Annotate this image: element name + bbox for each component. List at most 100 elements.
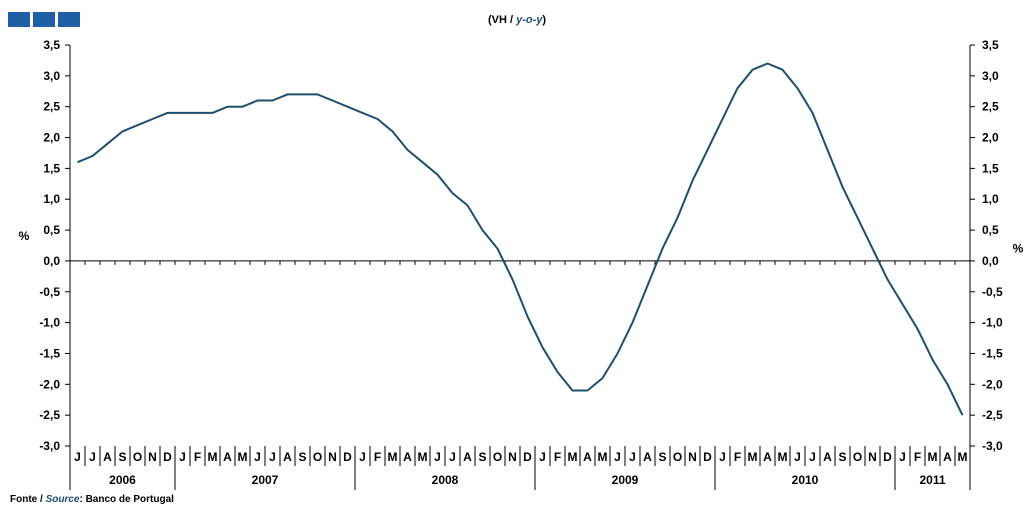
unit-en: y-o-y [516,14,543,26]
y-tick-label-left: -1,5 [39,346,60,360]
y-tick-label-left: -2,5 [39,408,60,422]
month-label: D [343,450,352,464]
y-tick-label-right: 3,0 [982,69,999,83]
month-label: S [838,450,846,464]
month-label: S [298,450,306,464]
month-label: O [493,450,502,464]
month-label: A [583,450,592,464]
month-label: J [434,450,441,464]
month-label: F [194,450,201,464]
y-tick-label-right: 0,5 [982,223,999,237]
y-tick-label-right: 0,0 [982,254,999,268]
y-tick-label-left: 2,5 [43,100,60,114]
y-axis-label-left: % [19,229,30,243]
month-label: A [403,450,412,464]
y-tick-label-left: -3,0 [39,439,60,453]
source-rest: : Banco de Portugal [79,494,174,505]
month-label: J [614,450,621,464]
month-label: A [643,450,652,464]
month-label: N [148,450,157,464]
month-label: J [809,450,816,464]
source-note: Fonte / Source: Banco de Portugal [10,494,174,505]
y-tick-label-right: -0,5 [982,285,1003,299]
month-label: J [74,450,81,464]
month-label: F [554,450,561,464]
y-tick-label-right: 1,5 [982,161,999,175]
year-label: 2010 [792,473,819,487]
month-label: A [223,450,232,464]
y-tick-label-left: -2,0 [39,377,60,391]
month-label: M [598,450,608,464]
month-label: M [418,450,428,464]
month-label: S [658,450,666,464]
month-label: J [629,450,636,464]
y-tick-label-right: -2,5 [982,408,1003,422]
month-label: A [943,450,952,464]
month-label: N [868,450,877,464]
source-prefix: Fonte / [10,494,46,505]
unit-prefix: (VH / [488,14,517,26]
year-label: 2008 [432,473,459,487]
y-tick-label-left: 1,5 [43,161,60,175]
y-tick-label-right: -1,5 [982,346,1003,360]
year-label: 2007 [252,473,279,487]
month-label: N [328,450,337,464]
month-label: A [103,450,112,464]
y-tick-label-right: 3,5 [982,38,999,52]
brand-square [8,12,30,27]
series-line [77,62,964,416]
y-tick-label-right: -1,0 [982,316,1003,330]
month-label: D [703,450,712,464]
y-tick-label-left: -1,0 [39,316,60,330]
month-label: J [269,450,276,464]
y-tick-label-right: 1,0 [982,192,999,206]
month-label: N [508,450,517,464]
month-label: M [928,450,938,464]
y-tick-label-right: 2,0 [982,131,999,145]
brand-squares [8,12,80,27]
month-label: M [388,450,398,464]
month-label: F [914,450,921,464]
month-label: O [133,450,142,464]
y-tick-label-left: 2,0 [43,131,60,145]
month-label: M [238,450,248,464]
y-tick-label-left: 0,5 [43,223,60,237]
y-tick-label-left: 0,0 [43,254,60,268]
month-label: S [478,450,486,464]
month-label: J [359,450,366,464]
month-label: J [89,450,96,464]
month-label: J [449,450,456,464]
y-tick-label-left: 1,0 [43,192,60,206]
month-label: M [778,450,788,464]
month-label: J [254,450,261,464]
y-tick-label-right: -3,0 [982,439,1003,453]
month-label: A [763,450,772,464]
month-label: N [688,450,697,464]
y-axis-label-right: % [1013,242,1024,256]
month-label: M [958,450,968,464]
month-label: J [539,450,546,464]
month-label: J [719,450,726,464]
month-label: J [179,450,186,464]
month-label: O [313,450,322,464]
month-label: J [899,450,906,464]
month-label: O [673,450,682,464]
source-en: Source [45,494,80,505]
month-label: A [823,450,832,464]
y-tick-label-right: 2,5 [982,100,999,114]
month-label: F [734,450,741,464]
month-label: F [374,450,381,464]
year-label: 2011 [919,473,945,487]
month-label: D [523,450,532,464]
month-label: J [794,450,801,464]
month-label: O [853,450,862,464]
month-label: M [748,450,758,464]
brand-square [33,12,55,27]
unit-title: (VH / y-o-y) [488,14,546,26]
month-label: S [118,450,126,464]
y-tick-label-left: 3,0 [43,69,60,83]
y-tick-label-right: -2,0 [982,377,1003,391]
month-label: A [463,450,472,464]
month-label: M [208,450,218,464]
